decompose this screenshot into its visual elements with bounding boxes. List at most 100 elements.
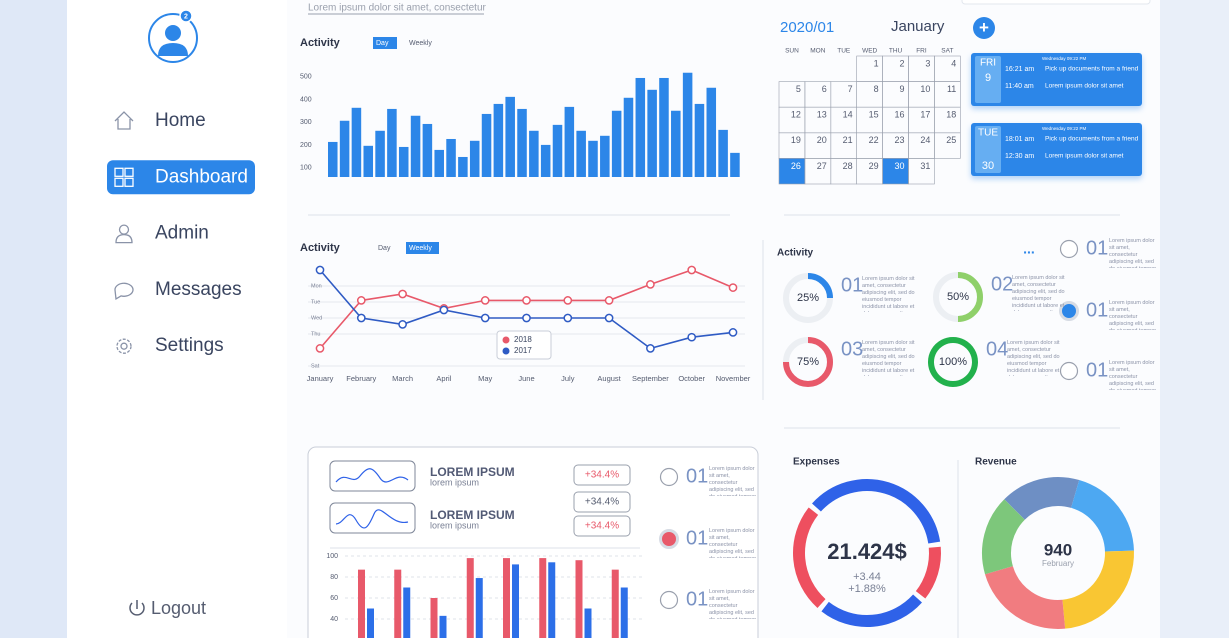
radio[interactable] — [659, 590, 679, 610]
event-card[interactable] — [971, 53, 1142, 106]
point — [646, 280, 655, 289]
option-number: 01 — [686, 588, 708, 610]
calendar-day[interactable]: 31 — [920, 161, 930, 171]
calendar-day[interactable]: 29 — [869, 161, 879, 171]
calendar-day[interactable]: 12 — [791, 110, 801, 120]
donut-segment — [812, 479, 941, 544]
calendar-cell[interactable] — [778, 158, 806, 185]
tab[interactable]: Weekly — [409, 245, 432, 252]
change-badge — [573, 515, 631, 537]
calendar-day[interactable]: 16 — [894, 110, 904, 120]
calendar-day[interactable]: 26 — [791, 161, 801, 171]
calendar-day[interactable]: 24 — [920, 135, 930, 145]
point — [356, 313, 366, 323]
tab-active[interactable] — [406, 242, 439, 254]
event-weekday: FRI — [980, 58, 996, 69]
change-value: +34.4% — [585, 521, 619, 532]
nav-item[interactable]: Settings — [155, 335, 224, 356]
bar — [458, 156, 468, 177]
radio[interactable] — [659, 529, 679, 549]
calendar-day[interactable]: 10 — [920, 84, 930, 94]
calendar-day[interactable]: 25 — [946, 135, 956, 145]
donut-segment — [793, 507, 826, 608]
y-tick-label: 400 — [300, 96, 312, 103]
chart-title: Expenses — [793, 457, 840, 468]
add-button-label[interactable]: + — [979, 18, 989, 37]
y-tick-label: 80 — [330, 574, 338, 581]
bar — [351, 107, 362, 177]
caption: Lorem ipsum dolor sit amet, consectetur — [308, 3, 487, 14]
legend-label: 2018 — [514, 335, 532, 344]
bar — [671, 110, 681, 177]
tab[interactable]: Day — [378, 245, 391, 252]
x-tick-label: June — [518, 374, 534, 383]
chart-title: Revenue — [975, 457, 1017, 468]
tab-active[interactable] — [373, 37, 397, 49]
mini-wave — [335, 509, 409, 529]
ring — [957, 272, 983, 322]
nav-item[interactable]: Home — [155, 110, 206, 131]
calendar-day[interactable]: 5 — [796, 84, 801, 94]
y-tick-label: 40 — [330, 616, 338, 623]
calendar-day[interactable]: 11 — [947, 84, 956, 94]
tab[interactable]: Weekly — [409, 40, 432, 47]
nav-item[interactable]: Dashboard — [155, 166, 248, 187]
calendar-day[interactable]: 28 — [843, 161, 853, 171]
calendar-day[interactable]: 23 — [894, 135, 904, 145]
calendar-day[interactable]: 3 — [925, 58, 930, 68]
calendar-day[interactable]: 7 — [848, 84, 853, 94]
donut-segment — [982, 499, 1026, 575]
event-date: 30 — [982, 160, 994, 172]
radio[interactable] — [659, 467, 679, 487]
item-text: Lorem ipsum dolor sit amet, consectetur … — [1007, 340, 1060, 376]
calendar-day[interactable]: 2 — [899, 58, 904, 68]
calendar-day[interactable]: 4 — [951, 58, 956, 68]
calendar-day[interactable]: 18 — [946, 110, 956, 120]
calendar-cell[interactable] — [908, 158, 935, 185]
calendar-day[interactable]: 13 — [817, 110, 827, 120]
nav-item[interactable]: Admin — [155, 223, 209, 244]
calendar-cell[interactable] — [934, 132, 961, 159]
calendar-day[interactable]: 14 — [843, 110, 853, 120]
calendar-day[interactable]: 30 — [894, 161, 904, 171]
option-number: 01 — [1086, 359, 1108, 381]
calendar-cell[interactable] — [882, 158, 909, 185]
calendar-day[interactable]: 21 — [843, 135, 853, 145]
calendar-day[interactable]: 1 — [874, 58, 879, 68]
event-card[interactable] — [971, 123, 1142, 176]
menu[interactable]: ... — [1023, 241, 1035, 257]
logout[interactable]: Logout — [151, 598, 206, 618]
option-text: Lorem ipsum dolor sit amet, consectetur … — [1109, 300, 1156, 330]
chart-title: Activity — [300, 242, 341, 254]
y-tick-label: Tue — [311, 299, 320, 305]
event-stamp: Wednesday 09:22 PM — [1042, 56, 1086, 61]
radio[interactable] — [1059, 301, 1079, 321]
calendar-day[interactable]: 15 — [869, 110, 879, 120]
calendar-day[interactable]: 22 — [869, 135, 879, 145]
calendar-day[interactable]: 19 — [791, 135, 801, 145]
event-time: 12:30 am — [1005, 153, 1034, 160]
calendar-day[interactable]: 8 — [874, 84, 879, 94]
sidebar — [67, 0, 287, 638]
y-tick-label: 300 — [300, 119, 312, 126]
bar — [635, 77, 646, 177]
tab[interactable]: Day — [376, 40, 389, 47]
calendar-day[interactable]: 17 — [920, 110, 930, 120]
weekday: SAT — [941, 48, 953, 55]
add-button[interactable] — [973, 17, 995, 39]
change-value: +34.4% — [585, 470, 619, 481]
calendar-day[interactable]: 6 — [822, 84, 827, 94]
bar — [375, 130, 385, 177]
calendar-day[interactable]: 20 — [817, 135, 827, 145]
point — [480, 296, 490, 305]
calendar-day[interactable]: 27 — [817, 161, 827, 171]
bar — [469, 140, 480, 177]
radio[interactable] — [1059, 239, 1079, 259]
point — [315, 344, 325, 353]
nav-item[interactable]: Messages — [155, 279, 242, 300]
option-text: Lorem ipsum dolor sit amet, consectetur … — [1109, 360, 1156, 390]
calendar-day[interactable]: 9 — [899, 84, 904, 94]
donut-segment — [1004, 477, 1080, 521]
radio[interactable] — [1059, 361, 1079, 381]
